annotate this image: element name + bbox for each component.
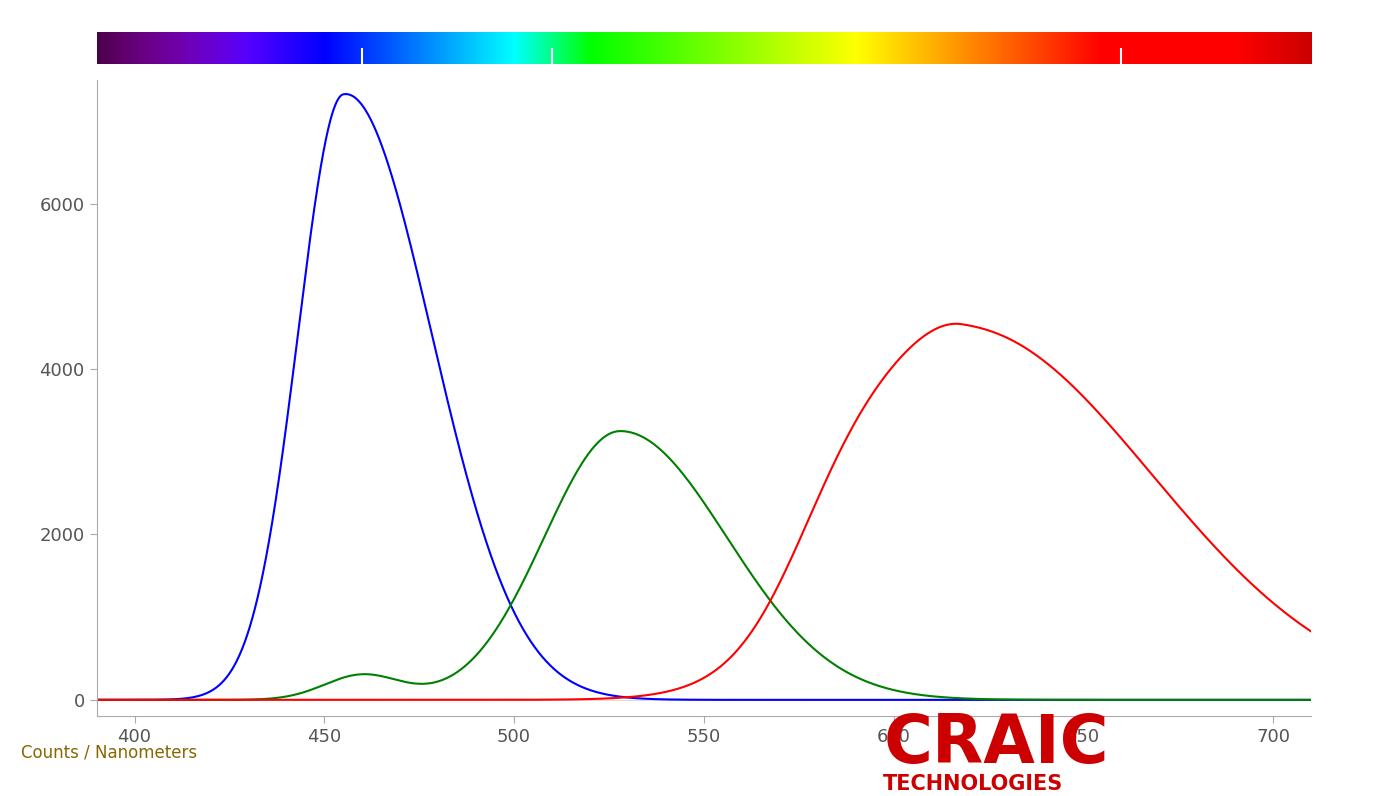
- Text: TECHNOLOGIES: TECHNOLOGIES: [883, 774, 1064, 794]
- Text: Counts / Nanometers: Counts / Nanometers: [21, 743, 197, 761]
- Text: CRAIC: CRAIC: [883, 712, 1108, 777]
